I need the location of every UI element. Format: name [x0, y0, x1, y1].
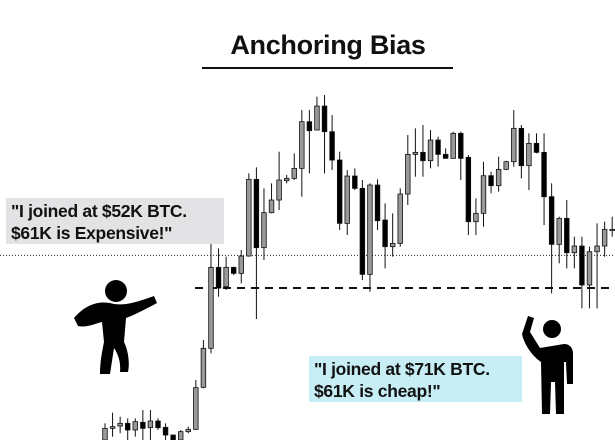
bullish-candle — [147, 420, 154, 429]
bullish-candle — [223, 266, 229, 288]
bearish-candle — [382, 219, 388, 248]
bearish-candle — [125, 422, 131, 431]
bullish-candle — [283, 177, 290, 182]
page-title: Anchoring Bias — [230, 30, 426, 60]
bearish-candle — [215, 266, 222, 289]
bullish-candle — [208, 266, 214, 349]
bullish-candle — [601, 228, 608, 247]
bullish-candle — [344, 175, 350, 224]
bullish-candle — [102, 427, 108, 440]
jumping-person-icon — [74, 280, 157, 374]
bearish-candle — [336, 159, 343, 224]
bullish-candle — [246, 178, 252, 257]
quote-line: $61K is Expensive!" — [11, 223, 173, 243]
bullish-candle — [427, 139, 434, 162]
bullish-candle — [571, 245, 578, 254]
bearish-candle — [579, 245, 585, 286]
quote-line: "I joined at $71K BTC. — [314, 359, 490, 379]
bearish-candle — [518, 127, 525, 167]
bullish-candle — [450, 132, 456, 159]
bullish-candle — [526, 142, 532, 167]
bearish-candle — [465, 156, 472, 223]
bullish-candle — [412, 151, 419, 155]
bearish-candle — [230, 266, 237, 274]
bullish-candle — [109, 426, 116, 429]
bearish-candle — [374, 184, 381, 222]
bearish-candle — [170, 434, 176, 440]
quote-line: "I joined at $52K BTC. — [11, 201, 187, 221]
bearish-candle — [155, 420, 161, 429]
bearish-candle — [253, 178, 260, 249]
bearish-candle — [564, 217, 570, 254]
person-raising-hand-icon — [522, 316, 573, 414]
quote-line: $61K is cheap!" — [314, 381, 441, 401]
bullish-candle — [177, 431, 184, 440]
bullish-candle — [193, 387, 199, 430]
bearish-candle — [420, 151, 426, 162]
bullish-candle — [397, 193, 403, 244]
bullish-candle — [200, 347, 207, 388]
bearish-candle — [306, 121, 313, 132]
bullish-candle — [367, 184, 373, 275]
bearish-candle — [162, 426, 169, 436]
bullish-candle — [473, 212, 479, 223]
bearish-candle — [541, 151, 547, 198]
bearish-candle — [548, 196, 555, 245]
bullish-candle — [594, 245, 600, 253]
bullish-candle — [556, 217, 562, 245]
bearish-candle — [140, 421, 146, 429]
bullish-candle — [389, 242, 396, 248]
bullish-candle — [268, 199, 275, 214]
bullish-candle — [480, 175, 487, 214]
bullish-candle — [503, 161, 509, 170]
bullish-candle — [405, 153, 411, 195]
bearish-candle — [435, 139, 441, 155]
bullish-candle — [185, 428, 191, 433]
bullish-candle — [261, 212, 267, 249]
bearish-candle — [359, 187, 366, 275]
quote-box-expensive: "I joined at $52K BTC. $61K is Expensive… — [6, 198, 224, 244]
bearish-candle — [442, 153, 449, 159]
bullish-candle — [586, 251, 593, 286]
quote-box-cheap: "I joined at $71K BTC. $61K is cheap!" — [309, 356, 522, 402]
bullish-candle — [314, 105, 320, 131]
bearish-candle — [488, 175, 494, 187]
bearish-candle — [533, 142, 540, 153]
bearish-candle — [458, 132, 464, 159]
bearish-candle — [352, 175, 358, 189]
bearish-candle — [321, 105, 328, 133]
bullish-candle — [132, 421, 138, 431]
bullish-candle — [511, 127, 517, 163]
bullish-candle — [291, 167, 297, 179]
bullish-candle — [609, 228, 615, 231]
bearish-candle — [329, 131, 335, 161]
bullish-candle — [495, 168, 502, 187]
bullish-candle — [276, 179, 282, 201]
title-underline — [202, 67, 453, 69]
bullish-candle — [117, 422, 123, 427]
bullish-candle — [238, 255, 244, 274]
bullish-candle — [299, 121, 305, 169]
